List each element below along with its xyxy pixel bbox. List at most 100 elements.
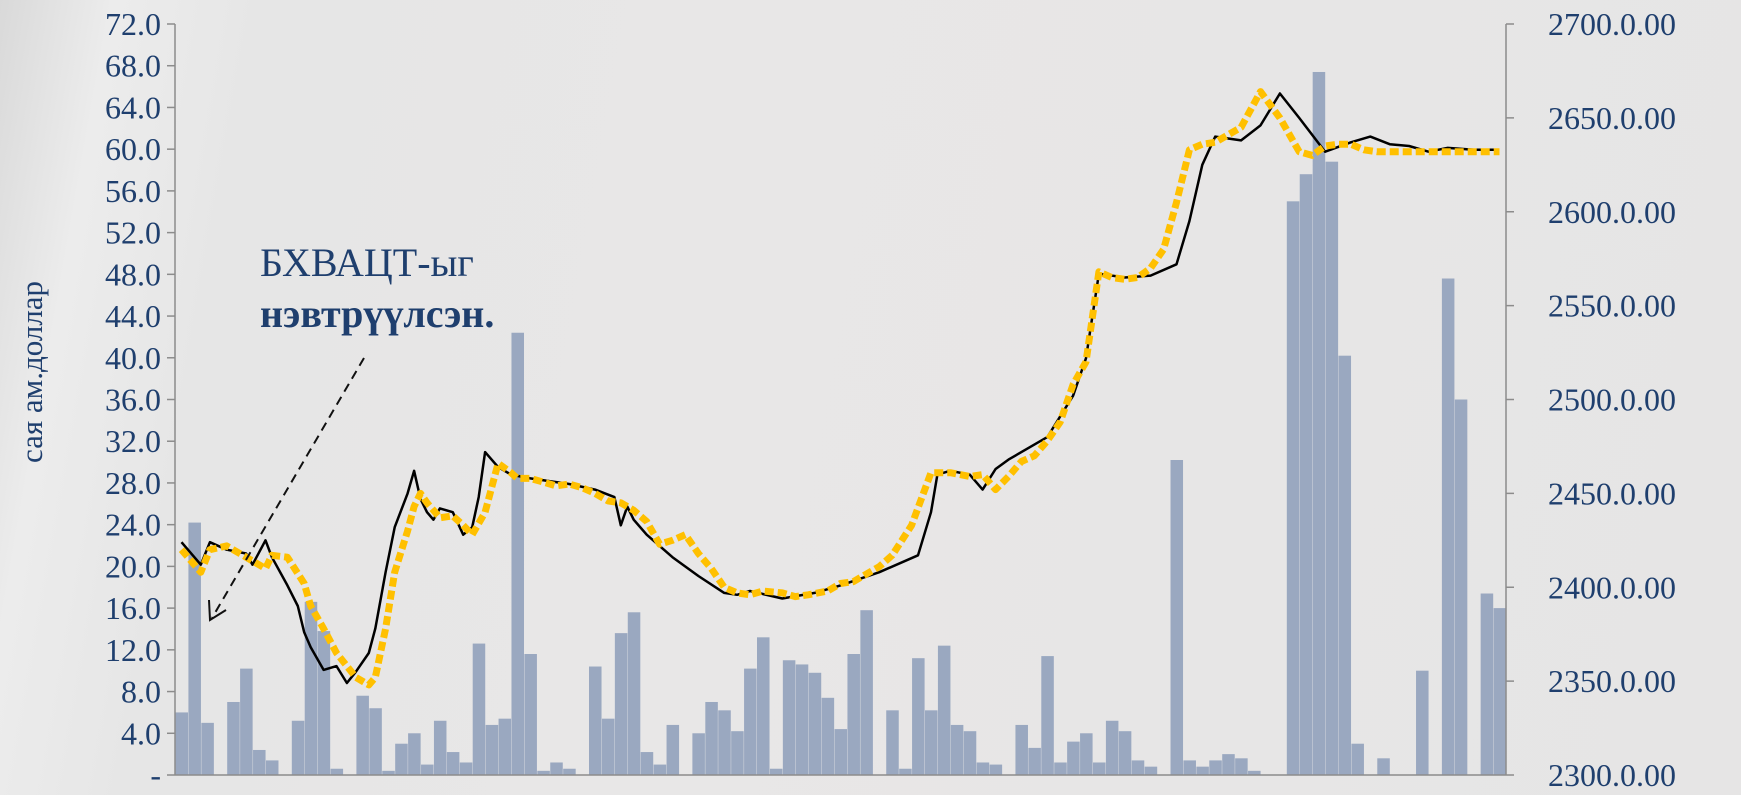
bar (408, 733, 421, 775)
bar (369, 708, 382, 775)
bar (201, 722, 214, 775)
left-tick-label: 8.0 (121, 674, 161, 710)
bar (834, 729, 848, 775)
bar (757, 637, 770, 775)
bars-layer (175, 71, 1507, 776)
bar (912, 658, 925, 775)
bar (227, 701, 240, 775)
bar (950, 724, 964, 775)
bar (937, 645, 951, 775)
bar (744, 668, 757, 775)
bar (1144, 766, 1158, 775)
left-tick-label: 44.0 (105, 298, 161, 334)
bar (963, 731, 977, 775)
annotation-arrow (211, 357, 365, 619)
bar (1170, 460, 1184, 775)
bar (627, 612, 641, 775)
bar (1196, 766, 1209, 775)
bar (976, 762, 990, 775)
left-tick-label: 56.0 (105, 173, 161, 209)
right-tick-label: 2300.0.00 (1548, 757, 1676, 793)
bar (291, 720, 305, 775)
bar (356, 695, 369, 775)
left-axis-title: сая ам.доллар (14, 281, 49, 463)
bar (421, 764, 434, 775)
bar (989, 764, 1003, 775)
bar (1286, 201, 1300, 775)
left-tick-label: 28.0 (105, 465, 161, 501)
annotation-line1: БХВАЦТ-ыг (260, 240, 474, 285)
bar (860, 610, 873, 775)
series-line-yellow (178, 88, 1500, 689)
bar (589, 666, 602, 775)
left-tick-label: 64.0 (105, 89, 161, 125)
bar (1312, 71, 1326, 776)
right-tick-label: 2600.0.00 (1548, 194, 1676, 230)
bar (795, 664, 809, 775)
bar (614, 633, 628, 775)
bar (1118, 731, 1132, 775)
bar (1338, 355, 1352, 775)
bar (1105, 720, 1119, 775)
left-tick-label: 32.0 (105, 423, 161, 459)
bar (1299, 174, 1313, 775)
lines-layer (178, 88, 1500, 689)
annotation-arrowhead (208, 599, 227, 622)
left-tick-label: 68.0 (105, 48, 161, 84)
bar (705, 701, 718, 775)
bar (640, 752, 654, 775)
right-tick-label: 2700.0.00 (1548, 6, 1676, 42)
bar (925, 710, 938, 775)
bar (782, 660, 796, 775)
bar (446, 752, 460, 775)
left-tick-label: 20.0 (105, 548, 161, 584)
bar (304, 601, 318, 775)
bar (1248, 770, 1261, 775)
bar (666, 724, 680, 775)
bar (1454, 399, 1468, 775)
right-tick-label: 2500.0.00 (1548, 382, 1676, 418)
axes-layer: - 4.0 8.0 12.0 16.0 20.0 24.0 28.0 32.0 36.0 40.0 4… (105, 6, 1676, 793)
bar (769, 768, 783, 775)
right-tick-label: 2550.0.00 (1548, 288, 1676, 324)
bar (395, 743, 408, 775)
annotation-line2: нэвтрүүлсэн. (260, 291, 494, 336)
bar (240, 668, 253, 775)
bar (563, 768, 576, 775)
bar (1015, 724, 1028, 775)
bar (175, 712, 189, 775)
bar (731, 731, 744, 775)
bar (1480, 593, 1494, 775)
right-tick-label: 2400.0.00 (1548, 569, 1676, 605)
bar (1351, 743, 1364, 775)
left-tick-label: 24.0 (105, 507, 161, 543)
bar (253, 749, 266, 775)
left-tick-label: 52.0 (105, 215, 161, 251)
bar (1041, 656, 1054, 775)
bar (433, 720, 447, 775)
left-tick-label: - (150, 757, 161, 793)
right-tick-label: 2650.0.00 (1548, 100, 1676, 136)
right-tick-label: 2350.0.00 (1548, 663, 1676, 699)
bar (317, 631, 331, 775)
bar (692, 733, 705, 775)
bar (1080, 733, 1093, 775)
left-tick-label: 36.0 (105, 382, 161, 418)
bar (1441, 278, 1455, 775)
bar (550, 762, 563, 775)
left-tick-label: 72.0 (105, 6, 161, 42)
bar (1493, 608, 1507, 775)
bar (1054, 762, 1067, 775)
bar (718, 710, 731, 775)
bar (653, 764, 667, 775)
bar (485, 724, 499, 775)
bar (601, 718, 615, 775)
bar (847, 654, 860, 775)
bar (1092, 762, 1106, 775)
bar (524, 654, 537, 775)
annotation: БХВАЦТ-ыг нэвтрүүлсэн. (208, 240, 494, 622)
bar (1222, 754, 1235, 775)
left-tick-label: 60.0 (105, 131, 161, 167)
bar (1131, 760, 1145, 775)
